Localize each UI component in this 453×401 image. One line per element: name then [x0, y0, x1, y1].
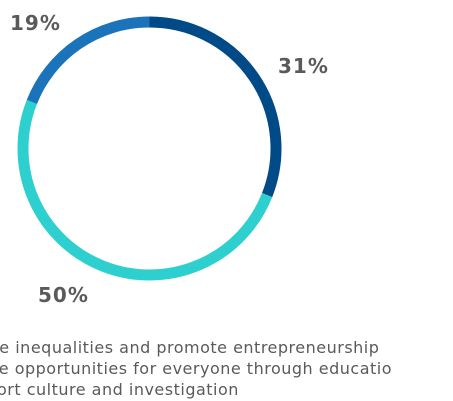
legend-item-inequalities: ce inequalities and promote entrepreneur… — [0, 338, 380, 357]
chart-legend: ce inequalities and promote entrepreneur… — [0, 337, 453, 400]
donut-slices — [17, 16, 282, 281]
label-50-percent: 50% — [38, 283, 89, 307]
legend-item-culture: ort culture and investigation — [0, 380, 239, 399]
label-31-percent: 31% — [278, 54, 329, 78]
slice-education — [149, 16, 282, 198]
label-19-percent: 19% — [10, 11, 61, 35]
slice-culture — [17, 99, 273, 281]
slice-labels: 31% 50% 19% — [10, 11, 329, 307]
slice-inequalities — [26, 16, 150, 104]
legend-item-education: te opportunities for everyone through ed… — [0, 359, 393, 378]
